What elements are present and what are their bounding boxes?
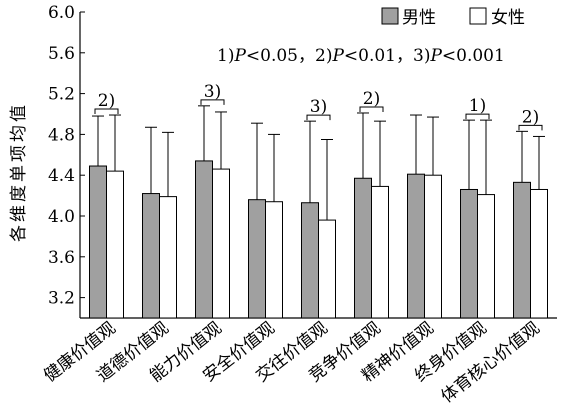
bar-female <box>424 174 442 319</box>
bar-male <box>248 199 266 319</box>
significance-label: 2) <box>522 107 539 127</box>
significance-label: 3) <box>310 97 327 117</box>
bar-female <box>530 188 548 319</box>
bar-male <box>460 188 478 319</box>
bar-female <box>265 201 283 319</box>
y-axis-title: 各维度单项均值 <box>9 102 29 242</box>
bar-female <box>371 185 389 319</box>
bar-male <box>513 181 531 319</box>
legend-swatch-male <box>381 7 399 25</box>
significance-label: 2) <box>98 91 115 111</box>
bar-male <box>89 165 107 319</box>
legend-swatch-female <box>469 7 487 25</box>
bar-male <box>195 160 213 319</box>
significance-markers: 2) 3) 3) 2) 1) 2) <box>94 82 543 131</box>
y-tick-label: 3.2 <box>48 289 75 309</box>
y-tick-label: 4.8 <box>48 125 75 145</box>
y-tick-label: 5.2 <box>48 85 75 105</box>
y-tick-label: 5.6 <box>48 44 75 64</box>
significance-bracket <box>465 113 490 120</box>
significance-bracket <box>359 106 384 112</box>
y-tick-label: 6.0 <box>48 3 75 23</box>
significance-label: 3) <box>204 82 221 102</box>
bar-female <box>106 170 124 319</box>
bar-female <box>477 194 495 319</box>
bar-male <box>354 177 372 319</box>
significance-bracket <box>306 114 331 121</box>
bar-male <box>142 193 160 319</box>
significance-bracket <box>518 124 543 131</box>
bar-female <box>159 196 177 319</box>
bar-female <box>318 219 336 319</box>
legend-label-female: 女性 <box>491 8 525 28</box>
significance-bracket <box>94 108 119 115</box>
y-tick-label: 3.6 <box>48 248 75 268</box>
error-bars <box>92 105 545 221</box>
significance-note: 1)P<0.05，2)P<0.01，3)P<0.001 <box>217 46 505 66</box>
bar-male <box>407 173 425 319</box>
y-tick-label: 4.0 <box>48 207 75 227</box>
bar-male <box>301 202 319 319</box>
significance-label: 1) <box>469 96 486 116</box>
legend-label-male: 男性 <box>402 8 436 28</box>
y-tick-label: 4.4 <box>48 166 75 186</box>
legend: 男性 女性 <box>381 7 525 28</box>
significance-bracket <box>200 99 225 105</box>
bar-female <box>212 168 230 319</box>
significance-label: 2) <box>363 89 380 109</box>
bars <box>89 160 548 319</box>
